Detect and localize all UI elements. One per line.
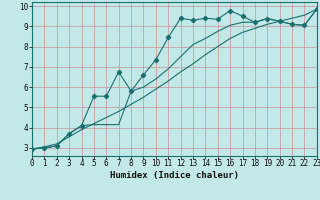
X-axis label: Humidex (Indice chaleur): Humidex (Indice chaleur) xyxy=(110,171,239,180)
